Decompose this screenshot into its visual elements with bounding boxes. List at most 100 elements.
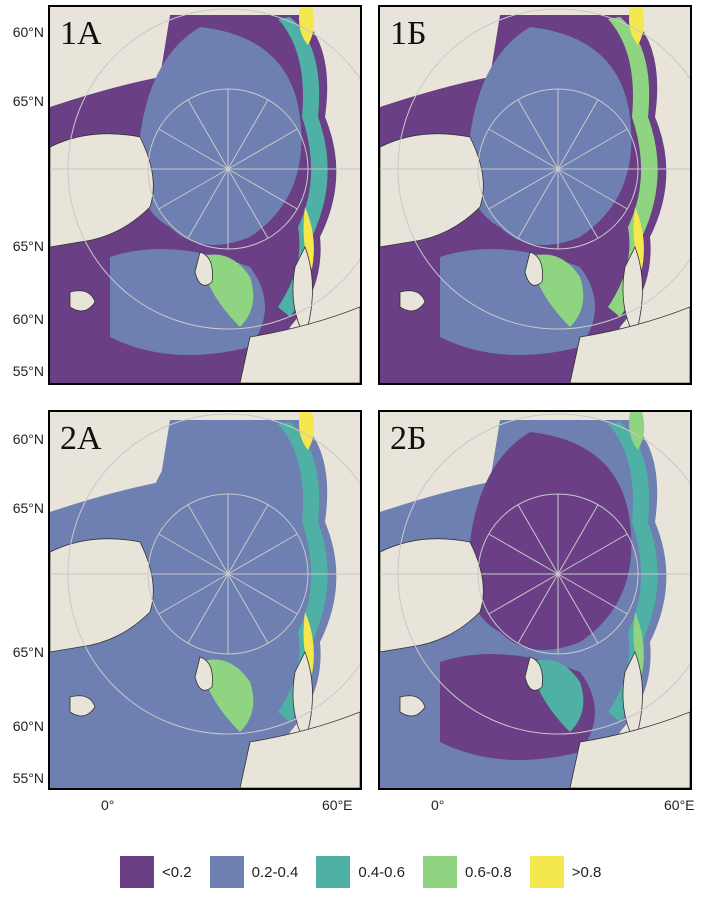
landmass — [569, 711, 690, 788]
graticule-meridian — [557, 533, 628, 575]
panel-label: 1Б — [390, 15, 427, 52]
legend-label: 0.6-0.8 — [465, 863, 512, 881]
hot-zone — [200, 659, 254, 732]
graticule-meridian — [187, 99, 229, 170]
peak-zone — [303, 612, 314, 674]
panel-label: 2Б — [390, 420, 427, 457]
legend-item: 0.4-0.6 — [316, 856, 405, 888]
island — [69, 695, 96, 717]
graticule-meridian — [158, 573, 229, 615]
graticule-meridian — [488, 533, 559, 575]
lat-label: 60°N — [12, 431, 44, 447]
legend-label: 0.2-0.4 — [251, 863, 299, 881]
lat-label: 55°N — [12, 363, 44, 379]
lat-label: 55°N — [12, 770, 44, 786]
legend-swatch — [120, 856, 154, 888]
graticule-meridian — [158, 533, 229, 575]
graticule-meridian — [227, 504, 269, 575]
graticule-meridian — [557, 99, 599, 170]
island — [399, 695, 426, 717]
panel-label: 1А — [60, 15, 102, 52]
map-panel-1a: 1А — [48, 5, 362, 385]
rim-band — [608, 422, 658, 722]
hot-zone — [530, 254, 584, 327]
central-region — [138, 432, 302, 650]
peak-zone — [303, 207, 314, 269]
lat-label: 60°N — [12, 311, 44, 327]
graticule-meridian — [187, 573, 229, 644]
central-region — [468, 432, 632, 650]
landmass — [239, 306, 360, 383]
lat-label: 60°N — [12, 718, 44, 734]
graticule-meridian — [557, 128, 628, 170]
legend-item: 0.6-0.8 — [423, 856, 512, 888]
lat-label: 65°N — [12, 644, 44, 660]
legend-swatch — [316, 856, 351, 888]
legend-label: <0.2 — [162, 863, 192, 881]
island — [524, 656, 543, 691]
map-canvas — [50, 7, 360, 383]
graticule-meridian — [557, 573, 628, 615]
island — [399, 290, 426, 312]
map-canvas — [380, 412, 690, 788]
graticule-meridian — [557, 168, 599, 239]
graticule-meridian — [488, 168, 559, 210]
peak-zone — [629, 412, 645, 450]
legend-item: >0.8 — [529, 856, 602, 888]
lat-label: 60°N — [12, 24, 44, 40]
graticule-meridian — [158, 128, 229, 170]
peak-zone — [633, 207, 644, 269]
graticule-meridian — [517, 504, 559, 575]
hot-zone — [530, 659, 584, 732]
graticule-meridian — [227, 573, 298, 615]
landmass — [569, 306, 690, 383]
legend-swatch — [529, 856, 564, 888]
peak-zone — [299, 7, 315, 45]
peak-zone — [299, 412, 315, 450]
graticule-meridian — [517, 573, 559, 644]
hot-zone — [200, 254, 254, 327]
graticule-meridian — [488, 573, 559, 615]
central-region — [468, 27, 632, 245]
landmass — [239, 711, 360, 788]
lon-label: 60°E — [322, 797, 353, 813]
map-canvas — [380, 7, 690, 383]
graticule-meridian — [227, 168, 298, 210]
legend-label: >0.8 — [571, 863, 602, 881]
central-region — [138, 27, 302, 245]
graticule-meridian — [227, 128, 298, 170]
graticule-meridian — [187, 504, 229, 575]
graticule-meridian — [187, 168, 229, 239]
island — [194, 656, 213, 691]
legend-item: 0.2-0.4 — [209, 856, 299, 888]
lat-label: 65°N — [12, 500, 44, 516]
legend: <0.2 0.2-0.4 0.4-0.6 0.6-0.8 >0.8 — [120, 855, 619, 889]
map-panel-2b: 2Б — [378, 410, 692, 790]
rim-band — [278, 422, 328, 722]
lon-label: 0° — [101, 797, 115, 813]
peak-zone — [629, 7, 645, 45]
rim-band — [608, 17, 658, 317]
lon-label: 60°E — [664, 797, 695, 813]
lon-label: 0° — [431, 797, 445, 813]
island — [194, 251, 213, 286]
map-canvas — [50, 412, 360, 788]
map-panel-2a: 2А — [48, 410, 362, 790]
lat-label: 65°N — [12, 238, 44, 254]
graticule-meridian — [227, 573, 269, 644]
peak-zone — [633, 612, 644, 674]
graticule-meridian — [227, 533, 298, 575]
graticule-meridian — [517, 168, 559, 239]
graticule-meridian — [557, 573, 599, 644]
graticule-meridian — [158, 168, 229, 210]
graticule-meridian — [557, 168, 628, 210]
graticule-meridian — [488, 128, 559, 170]
legend-swatch — [423, 856, 458, 888]
rim-band — [278, 17, 328, 317]
legend-swatch — [209, 856, 244, 888]
island — [524, 251, 543, 286]
legend-item: <0.2 — [120, 856, 192, 888]
graticule-meridian — [517, 99, 559, 170]
graticule-meridian — [557, 504, 599, 575]
map-panel-1b: 1Б — [378, 5, 692, 385]
